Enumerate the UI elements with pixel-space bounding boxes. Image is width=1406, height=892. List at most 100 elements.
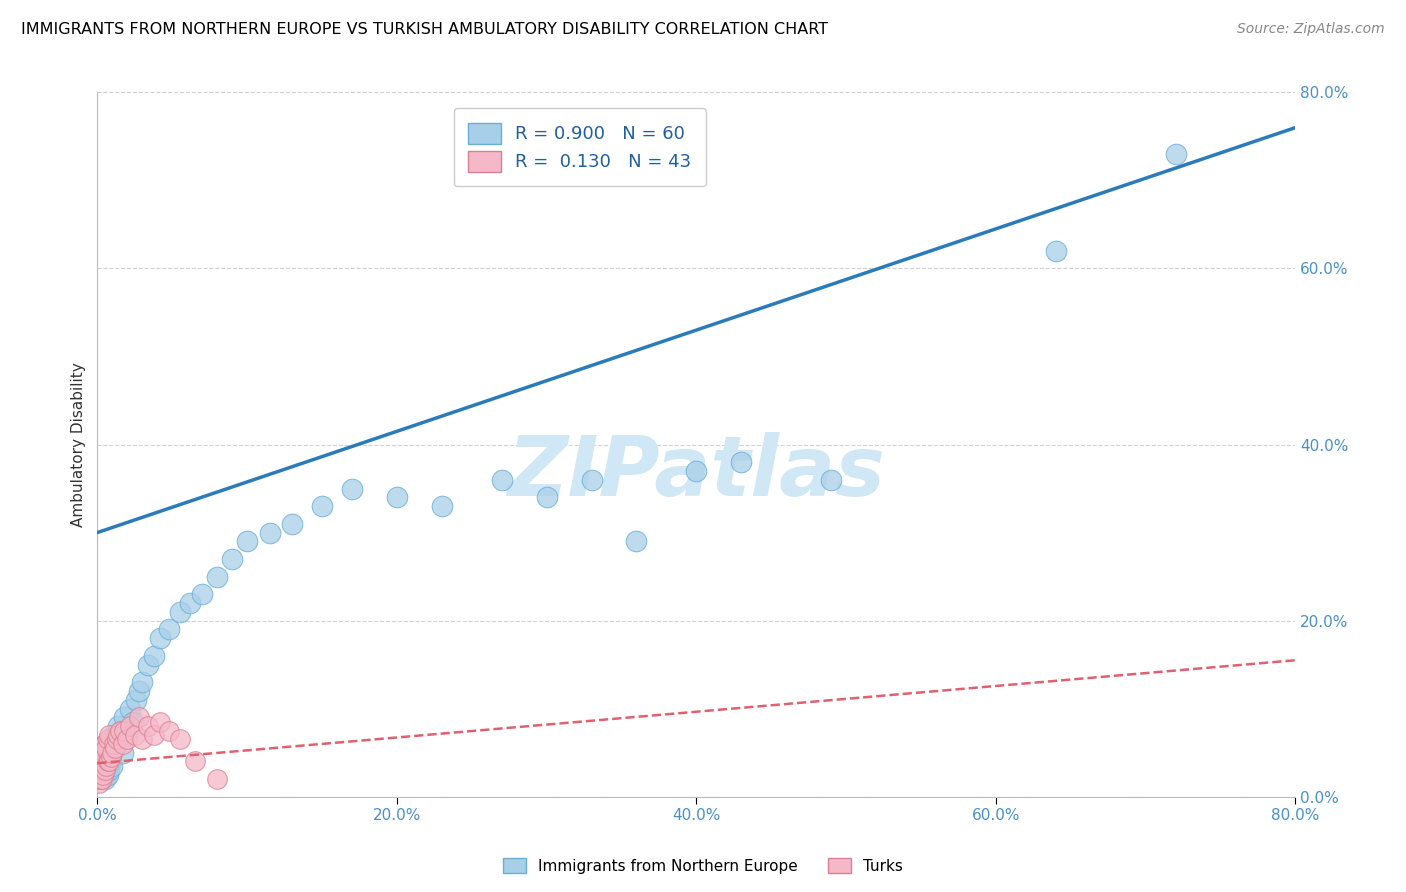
Point bbox=[105, 728, 128, 742]
Point bbox=[93, 767, 115, 781]
Point bbox=[157, 623, 180, 637]
Point bbox=[90, 759, 112, 773]
Point bbox=[100, 755, 122, 769]
Point bbox=[122, 714, 145, 729]
Point bbox=[89, 767, 111, 781]
Point bbox=[311, 499, 333, 513]
Text: ZIPatlas: ZIPatlas bbox=[508, 433, 886, 513]
Point bbox=[105, 732, 128, 747]
Point bbox=[94, 772, 117, 786]
Point bbox=[179, 596, 201, 610]
Point bbox=[117, 728, 139, 742]
Point bbox=[96, 741, 118, 756]
Point bbox=[221, 552, 243, 566]
Point bbox=[108, 732, 131, 747]
Point bbox=[98, 764, 121, 778]
Point bbox=[124, 728, 146, 742]
Point bbox=[107, 719, 129, 733]
Point bbox=[87, 776, 110, 790]
Point bbox=[94, 737, 117, 751]
Point bbox=[685, 464, 707, 478]
Point bbox=[87, 772, 110, 786]
Point bbox=[104, 737, 127, 751]
Point bbox=[96, 759, 118, 773]
Point bbox=[97, 750, 120, 764]
Point bbox=[120, 719, 142, 733]
Point bbox=[191, 587, 214, 601]
Point bbox=[112, 723, 135, 738]
Text: IMMIGRANTS FROM NORTHERN EUROPE VS TURKISH AMBULATORY DISABILITY CORRELATION CHA: IMMIGRANTS FROM NORTHERN EUROPE VS TURKI… bbox=[21, 22, 828, 37]
Point bbox=[385, 491, 408, 505]
Point bbox=[89, 759, 111, 773]
Text: Source: ZipAtlas.com: Source: ZipAtlas.com bbox=[1237, 22, 1385, 37]
Point bbox=[103, 737, 125, 751]
Point bbox=[93, 755, 115, 769]
Point bbox=[536, 491, 558, 505]
Point bbox=[236, 534, 259, 549]
Point bbox=[131, 675, 153, 690]
Point bbox=[169, 732, 191, 747]
Point bbox=[111, 737, 134, 751]
Point bbox=[97, 755, 120, 769]
Point bbox=[90, 772, 112, 786]
Point bbox=[96, 746, 118, 760]
Point bbox=[581, 473, 603, 487]
Point bbox=[1164, 147, 1187, 161]
Point bbox=[149, 631, 172, 645]
Point bbox=[101, 746, 124, 760]
Point bbox=[430, 499, 453, 513]
Point bbox=[90, 755, 112, 769]
Point bbox=[128, 710, 150, 724]
Point bbox=[136, 657, 159, 672]
Point bbox=[136, 719, 159, 733]
Point bbox=[143, 648, 166, 663]
Legend: Immigrants from Northern Europe, Turks: Immigrants from Northern Europe, Turks bbox=[496, 852, 910, 880]
Point bbox=[205, 569, 228, 583]
Point bbox=[94, 737, 117, 751]
Point bbox=[86, 772, 108, 786]
Point bbox=[103, 728, 125, 742]
Point bbox=[149, 714, 172, 729]
Point bbox=[87, 767, 110, 781]
Point bbox=[259, 525, 281, 540]
Point bbox=[117, 732, 139, 747]
Point bbox=[157, 723, 180, 738]
Point bbox=[90, 772, 112, 786]
Point bbox=[94, 764, 117, 778]
Point bbox=[340, 482, 363, 496]
Point bbox=[89, 772, 111, 786]
Point bbox=[98, 728, 121, 742]
Point bbox=[93, 764, 115, 778]
Point bbox=[110, 723, 132, 738]
Point bbox=[820, 473, 842, 487]
Point bbox=[183, 755, 205, 769]
Point bbox=[98, 741, 121, 756]
Point bbox=[89, 764, 111, 778]
Point bbox=[101, 746, 124, 760]
Point bbox=[131, 732, 153, 747]
Point bbox=[1045, 244, 1067, 258]
Point bbox=[626, 534, 648, 549]
Point bbox=[128, 684, 150, 698]
Legend: R = 0.900   N = 60, R =  0.130   N = 43: R = 0.900 N = 60, R = 0.130 N = 43 bbox=[454, 109, 706, 186]
Point bbox=[94, 750, 117, 764]
Point bbox=[93, 746, 115, 760]
Point bbox=[169, 605, 191, 619]
Point bbox=[96, 764, 118, 778]
Point bbox=[97, 732, 120, 747]
Point bbox=[104, 741, 127, 756]
Point bbox=[89, 750, 111, 764]
Point bbox=[120, 701, 142, 715]
Point bbox=[107, 728, 129, 742]
Point bbox=[111, 746, 134, 760]
Point bbox=[87, 755, 110, 769]
Point bbox=[100, 750, 122, 764]
Point bbox=[87, 764, 110, 778]
Point bbox=[97, 767, 120, 781]
Point bbox=[101, 759, 124, 773]
Point bbox=[730, 455, 752, 469]
Point bbox=[108, 723, 131, 738]
Point bbox=[281, 516, 304, 531]
Point bbox=[93, 741, 115, 756]
Point bbox=[143, 728, 166, 742]
